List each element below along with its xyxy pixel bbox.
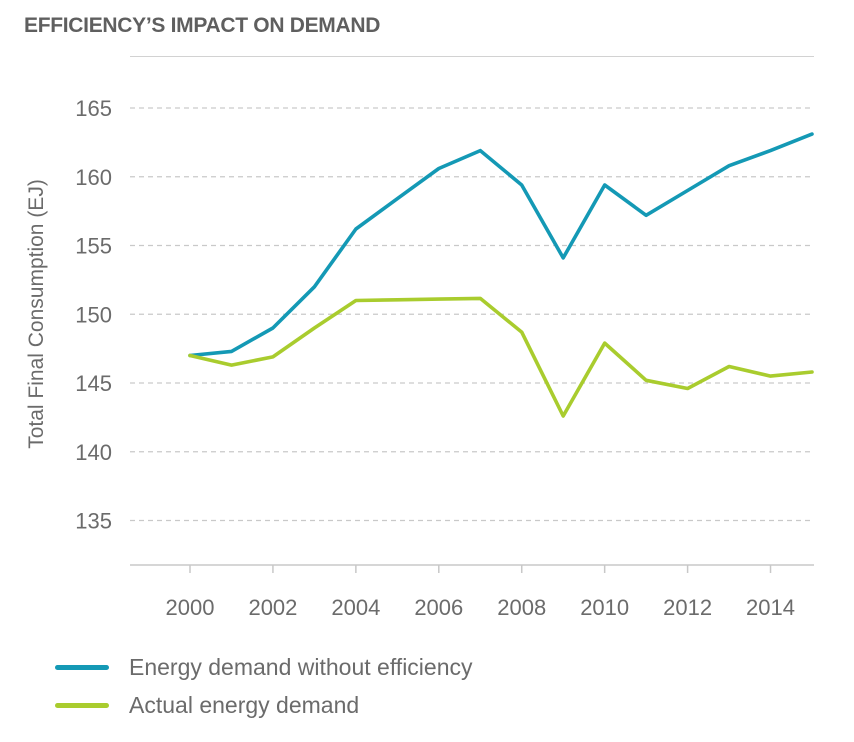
y-tick-label: 145 xyxy=(75,371,112,396)
series-line-1 xyxy=(188,296,814,418)
chart-title: EFFICIENCY’S IMPACT ON DEMAND xyxy=(24,14,381,37)
legend-label-without-efficiency: Energy demand without efficiency xyxy=(129,653,473,680)
x-tick-label: 2012 xyxy=(663,595,712,620)
legend-swatch-without-efficiency xyxy=(55,664,109,670)
y-tick-label: 160 xyxy=(75,165,112,190)
y-tick-label: 165 xyxy=(75,96,112,121)
y-tick-label: 155 xyxy=(75,234,112,259)
x-tick-label: 2014 xyxy=(746,595,795,620)
gridlines xyxy=(130,107,814,522)
x-tick-label: 2008 xyxy=(497,595,546,620)
title-divider xyxy=(130,56,814,57)
y-tick-label: 150 xyxy=(75,302,112,327)
x-tick-label: 2002 xyxy=(248,595,297,620)
x-tick-label: 2000 xyxy=(166,595,215,620)
series-lines xyxy=(188,132,814,418)
series-line-0 xyxy=(188,132,814,358)
x-tick-label: 2004 xyxy=(331,595,380,620)
y-axis-label: Total Final Consumption (EJ) xyxy=(25,179,48,449)
legend-item-without-efficiency: Energy demand without efficiency xyxy=(55,648,473,686)
legend-label-actual: Actual energy demand xyxy=(129,691,360,718)
x-axis-ticks: 2000 2002 2004 2006 2008 2010 2012 2014 xyxy=(166,565,795,620)
x-tick-label: 2010 xyxy=(580,595,629,620)
legend: Energy demand without efficiency Actual … xyxy=(55,648,473,724)
y-tick-label: 135 xyxy=(75,509,112,534)
y-axis-ticks: 135 140 145 150 155 160 165 xyxy=(75,96,112,534)
legend-item-actual: Actual energy demand xyxy=(55,686,473,724)
legend-swatch-actual xyxy=(55,702,109,708)
x-tick-label: 2006 xyxy=(414,595,463,620)
y-tick-label: 140 xyxy=(75,440,112,465)
